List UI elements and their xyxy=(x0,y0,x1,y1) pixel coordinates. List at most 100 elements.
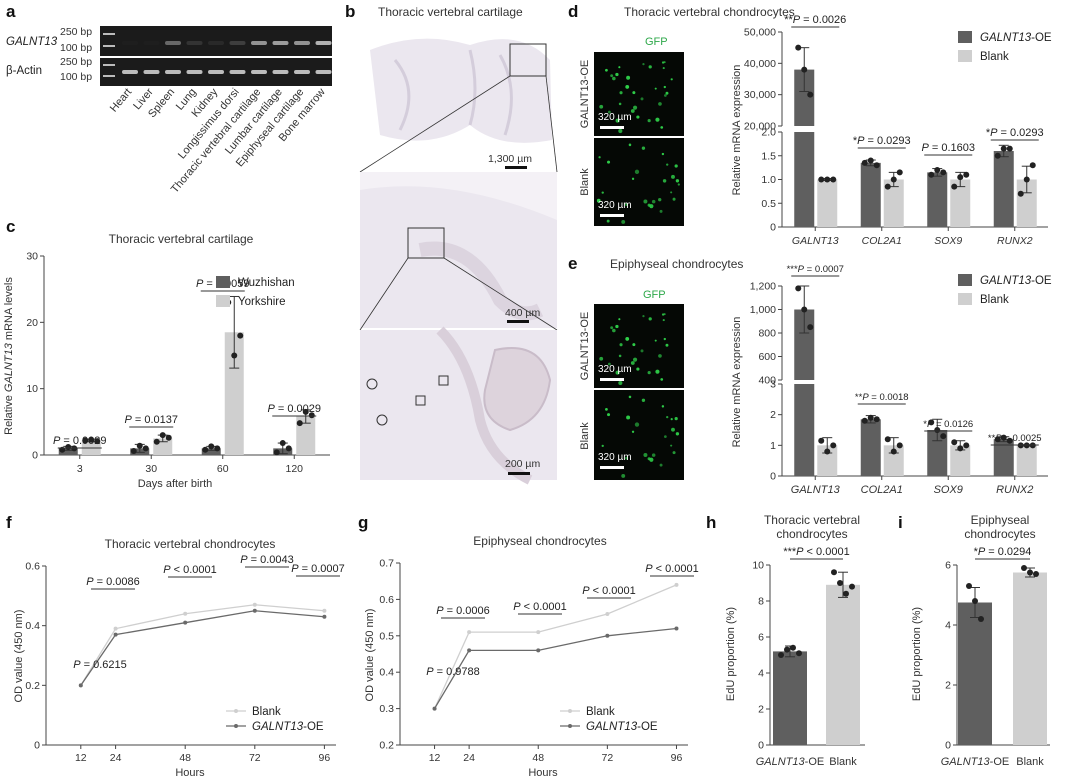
chart-g-annotation: P = 0.0006 xyxy=(436,605,490,617)
chart-d-annotation: P = 0.1603 xyxy=(921,142,975,154)
chart-c-point xyxy=(308,412,315,419)
chart-i-point xyxy=(966,583,972,589)
chart-d-annotation: *P = 0.0293 xyxy=(986,127,1044,139)
gfp-cell xyxy=(631,177,635,181)
gel-band-actin xyxy=(272,70,289,74)
gel-gene-label: GALNT13 xyxy=(6,36,58,48)
gfp-cell xyxy=(672,197,676,201)
gfp-cell xyxy=(671,427,675,432)
chart-c-ylabel-pre: Relative xyxy=(3,392,15,435)
scale-bar-1 xyxy=(505,166,527,169)
cell-square-2 xyxy=(415,395,426,406)
chart-g-point-oe xyxy=(432,706,437,711)
chart-d-point xyxy=(1029,162,1036,169)
gfp-cell xyxy=(642,63,645,66)
gel-ladder-3 xyxy=(103,64,115,66)
panel-h-label: h xyxy=(706,513,716,532)
chart-e-lower-ytick-label: 3 xyxy=(770,379,776,391)
micro-e-bar-2 xyxy=(600,466,624,469)
gfp-cell xyxy=(610,74,614,78)
chart-g-ytick-label: 0.6 xyxy=(379,594,394,606)
chart-e-point xyxy=(884,436,891,443)
chart-h-ytick-label: 8 xyxy=(758,596,764,608)
chart-d-xtick-label: GALNT13 xyxy=(792,235,839,247)
chart-c-ylabel-gene: GALNT13 xyxy=(3,342,15,392)
chart-c-annotation: P = 0.0029 xyxy=(53,435,107,447)
chart-e-annotation: **P = 0.0025 xyxy=(988,433,1042,444)
chart-i-xtick-label: GALNT13-OE xyxy=(941,756,1009,768)
chart-e-bar xyxy=(927,430,948,476)
chart-h-point xyxy=(796,650,802,657)
micro-d-oe xyxy=(594,52,684,136)
gfp-cell xyxy=(661,313,665,316)
chart-c-bar xyxy=(58,448,78,455)
chart-g-point-blank xyxy=(674,582,679,587)
gfp-cell xyxy=(663,337,666,341)
panel-d-label: d xyxy=(568,2,578,21)
panel-c-label: c xyxy=(6,217,15,236)
panel-e-label: e xyxy=(568,254,577,273)
gel-ladder-2 xyxy=(103,45,115,47)
chart-e-upper-ytick-label: 600 xyxy=(758,351,776,363)
chart-g-xtick-label: 12 xyxy=(429,752,441,764)
chart-c-ylabel: Relative GALNT13 mRNA levels xyxy=(3,277,15,435)
gfp-cell xyxy=(647,371,651,375)
chart-e-point xyxy=(928,419,935,426)
chart-e-point xyxy=(818,437,825,444)
chart-e-point xyxy=(1006,437,1013,444)
chart-c-xlabel: Days after birth xyxy=(138,478,213,490)
gfp-cell xyxy=(625,456,628,460)
gfp-cell xyxy=(651,199,656,204)
gel-bp-lower-1: 100 bp xyxy=(60,42,92,54)
chart-i-title-1: Epiphyseal xyxy=(971,513,1030,527)
chart-i-point xyxy=(972,598,978,604)
panel-e-row1: GALNT13-OE xyxy=(579,312,591,380)
chart-c-legend-label: Yorkshire xyxy=(238,296,286,308)
chart-h-ytick-label: 0 xyxy=(758,740,764,752)
gfp-cell xyxy=(661,152,665,156)
histo-overview-tissue xyxy=(370,38,552,143)
chart-h-ytick-label: 10 xyxy=(752,560,764,572)
chart-d-lower-ytick-label: 1.5 xyxy=(761,150,776,162)
gfp-cell xyxy=(666,163,669,166)
chart-c-ytick-label: 20 xyxy=(26,317,38,329)
chart-c-title: Thoracic vertebral cartilage xyxy=(109,232,254,246)
gel-band-galnt13 xyxy=(272,41,289,45)
micro-e-bar-1 xyxy=(600,378,624,381)
histo-zoom-box-2 xyxy=(407,227,445,259)
chart-c-point xyxy=(94,438,101,445)
gel-band-galnt13 xyxy=(229,41,246,45)
chart-g-ytick-label: 0.4 xyxy=(379,667,394,679)
gel-tissue-label: Heart xyxy=(108,86,134,114)
chart-h-point xyxy=(849,583,855,590)
chart-f-line-oe xyxy=(80,610,325,686)
gfp-cell xyxy=(658,198,662,202)
chart-c-point xyxy=(208,443,215,450)
chart-c-bar xyxy=(224,332,244,455)
chart-d-point xyxy=(1017,190,1024,197)
chart-e-xtick-label: RUNX2 xyxy=(996,484,1033,496)
gfp-cell xyxy=(618,381,623,386)
gfp-cell xyxy=(647,457,651,461)
chart-e-ylabel: Relative mRNA expression xyxy=(731,317,743,448)
gfp-cell xyxy=(654,87,657,90)
chart-g-xlabel: Hours xyxy=(528,767,558,779)
gfp-cell xyxy=(634,169,640,174)
chart-f-point-oe xyxy=(78,683,83,688)
chart-e-annotation: **P = 0.0018 xyxy=(855,392,909,403)
gfp-cell xyxy=(642,315,645,318)
gfp-cell xyxy=(615,324,619,329)
gfp-cell xyxy=(641,398,646,402)
gfp-cell xyxy=(674,164,678,168)
chart-d-bar xyxy=(927,172,948,227)
chart-c-legend-swatch xyxy=(216,276,230,288)
gfp-cell xyxy=(661,405,665,408)
chart-g-ytick-label: 0.7 xyxy=(379,558,394,570)
chart-e-point xyxy=(890,448,897,455)
chart-d-xtick-label: COL2A1 xyxy=(862,235,902,247)
chart-d-point xyxy=(934,167,941,173)
zoom-line-2b xyxy=(443,257,558,331)
chart-e-bar xyxy=(950,445,971,476)
panel-d-row1: GALNT13-OE xyxy=(579,60,591,128)
gfp-cell xyxy=(625,337,630,341)
